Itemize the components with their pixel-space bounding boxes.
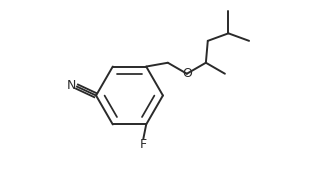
- Text: F: F: [140, 138, 147, 151]
- Text: N: N: [67, 79, 76, 92]
- Text: O: O: [182, 67, 192, 80]
